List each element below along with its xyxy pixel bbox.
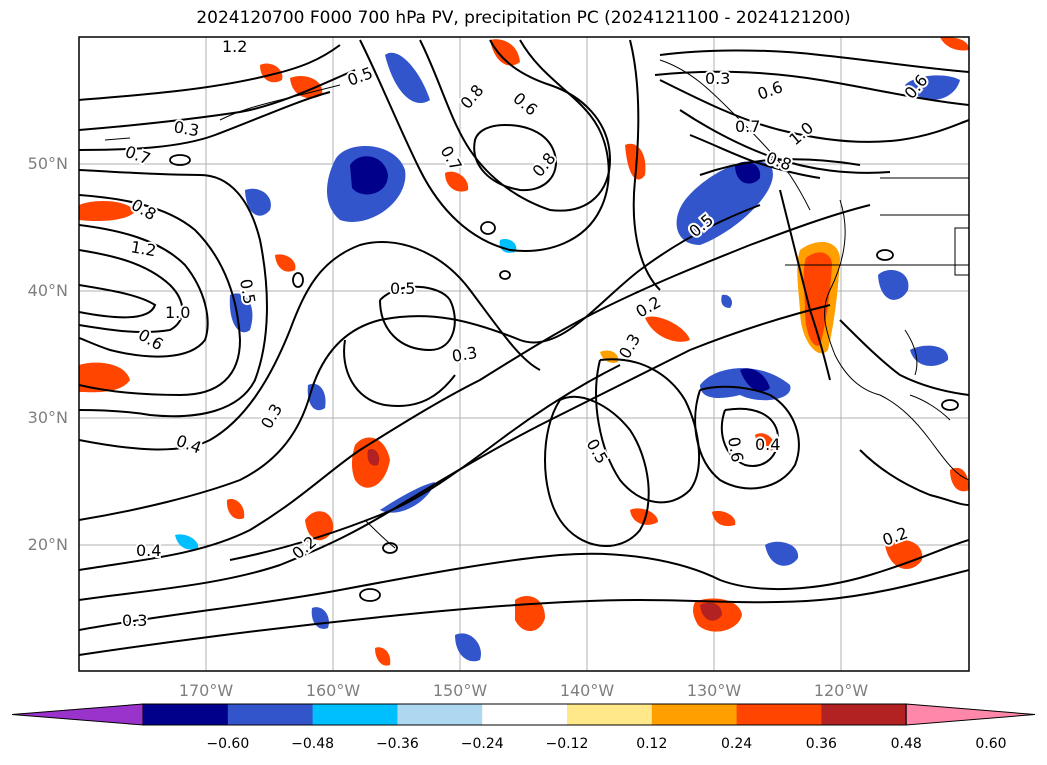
precip-blob [878,270,909,300]
lon-tick-label: 150°W [432,681,488,700]
colorbar-segment [651,704,738,725]
precip-blob [305,511,334,541]
colorbar-tick-label: −0.60 [206,736,250,752]
precip-blob [755,433,775,452]
lat-tick-label: 40°N [27,281,68,300]
precip-blob [175,534,199,550]
contour-label: 0.3 [705,69,730,88]
precip-blob [226,499,245,520]
precip-blob [630,508,658,525]
colorbar-segment [567,704,653,725]
map-title: 2024120700 F000 700 hPa PV, precipitatio… [196,8,851,28]
precip-blob [735,161,761,184]
lon-tick-label: 160°W [305,681,361,700]
precip-blob [740,368,770,392]
contour-label: 0.4 [755,435,780,454]
contour-label: 0.7 [735,117,760,136]
colorbar-segment [736,704,822,725]
colorbar-tick-label: −0.48 [291,736,335,752]
contour-label: 0.3 [122,611,147,630]
colorbar-extend-right [905,703,1036,726]
coastlines [104,59,969,549]
precip-blob [455,633,481,662]
colorbar-tick-label: −0.36 [375,736,419,752]
lon-tick-label: 140°W [559,681,615,700]
lon-tick-label: 120°W [813,681,869,700]
precip-blob [375,647,391,666]
colorbar-tick-label: −0.24 [460,736,504,752]
lat-tick-label: 20°N [27,535,68,554]
colorbar-extend-left [11,703,144,726]
precip-blob [380,482,435,513]
precip-blob [700,368,791,401]
colorbar-segment [397,704,483,725]
contour-label: 1.0 [165,303,190,322]
colorbar-tick-label: 0.36 [805,736,837,752]
precip-blob [445,171,469,192]
colorbar-tick-label: 0.12 [636,736,668,752]
contour-label: 0.4 [136,541,161,560]
precip-blob [260,63,283,83]
lat-tick-label: 50°N [27,154,68,173]
precip-blob [765,541,799,566]
gridlines [79,37,969,671]
lon-tick-label: 170°W [178,681,234,700]
colorbar-segment [482,704,568,725]
colorbar-tick-label: 0.48 [890,736,922,752]
colorbar-tick-label: −0.12 [545,736,589,752]
precip-blob [721,294,733,308]
colorbar-segment [143,704,229,725]
precip-blob [625,143,646,180]
precip-blob [950,467,969,492]
pv-contours [79,39,969,656]
pv-small-contours [169,154,959,602]
colorbar-segment [312,704,398,725]
colorbar [11,703,1036,726]
colorbar-tick-label: 0.24 [721,736,753,752]
precip-blob [275,254,296,272]
precip-blob [79,200,135,222]
precip-negative-areas [175,52,960,662]
precip-blob [490,39,520,66]
precip-blob [712,510,736,527]
precip-blob [350,156,388,195]
colorbar-segment [227,704,314,725]
precip-blob [367,449,380,466]
precip-blob [940,37,969,51]
precip-blob [290,75,323,99]
contour-label: 0.5 [390,279,415,298]
lat-tick-label: 30°N [27,408,68,427]
precip-blob [700,602,722,621]
precip-blob [910,345,949,366]
precip-blob [79,362,130,393]
colorbar-tick-label: 0.60 [975,736,1007,752]
contour-label: 1.2 [222,37,247,56]
precip-blob [885,540,923,569]
precip-blob [245,188,271,216]
colorbar-segment [821,704,907,725]
precip-blob [905,75,960,100]
map-frame-bg [79,37,969,671]
precip-blob [385,52,430,103]
lon-tick-label: 130°W [686,681,742,700]
precip-blob [645,316,690,342]
map-frame [78,36,970,672]
